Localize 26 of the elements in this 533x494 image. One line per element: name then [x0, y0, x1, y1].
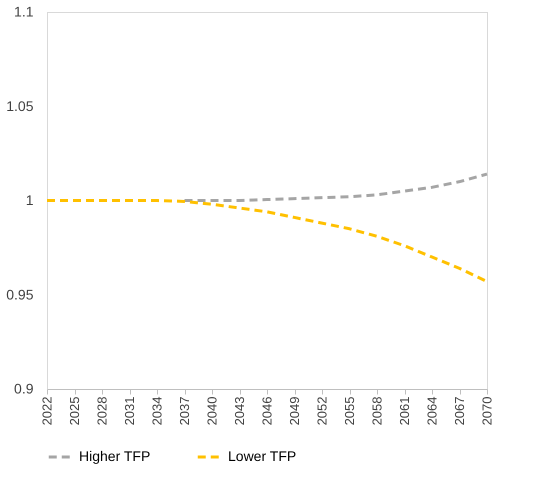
y-tick-label: 0.9 [14, 380, 34, 396]
legend-label: Higher TFP [79, 448, 150, 464]
x-tick-label: 2058 [370, 396, 384, 426]
x-tick-label: 2037 [177, 396, 192, 426]
x-tick-label: 2046 [260, 396, 274, 426]
legend-label: Lower TFP [228, 448, 296, 464]
x-tick-label: 2055 [342, 396, 357, 426]
y-tick-label: 0.95 [6, 286, 34, 302]
line-series [183, 172, 488, 202]
x-tick-label: 2052 [314, 396, 330, 426]
line-series [46, 199, 488, 284]
y-tick-label: 1.1 [14, 4, 34, 20]
x-tick-label: 2070 [480, 396, 494, 426]
x-tick-label: 2022 [40, 396, 54, 426]
x-tick-label: 2043 [232, 396, 247, 426]
x-tick-label: 2025 [67, 396, 82, 426]
x-tick-label: 2064 [424, 396, 440, 426]
x-tick-label: 2028 [94, 396, 110, 426]
x-tick-label: 2040 [204, 396, 220, 426]
x-tick-label: 2031 [122, 396, 137, 426]
y-tick-label: 1.05 [6, 98, 34, 114]
y-tick-label: 1 [26, 192, 34, 208]
x-tick-label: 2067 [452, 396, 467, 426]
x-tick-label: 2034 [150, 396, 164, 426]
x-tick-label: 2061 [397, 396, 412, 426]
x-tick-label: 2049 [287, 396, 302, 426]
